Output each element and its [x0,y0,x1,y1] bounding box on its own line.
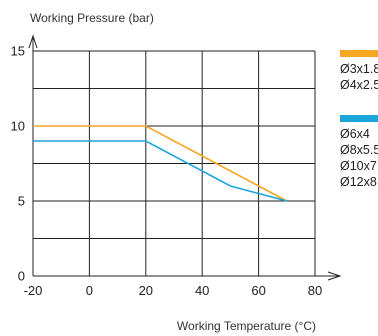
y-axis-arrow [28,34,38,49]
x-tick-label: 20 [139,283,153,298]
x-axis-title: Working Temperature (°C) [177,319,316,333]
legend-swatch-2 [340,115,378,122]
x-tick-label: 0 [86,283,93,298]
legend-label: Ø8x5.5 [340,143,378,157]
x-tick-label: 80 [308,283,322,298]
y-tick-label: 15 [11,44,25,59]
y-axis-title: Working Pressure (bar) [30,11,154,25]
legend-label: Ø4x2.5 [340,78,378,92]
x-axis-arrow [327,271,342,281]
y-tick-label: 0 [18,269,25,284]
y-tick-label: 10 [11,119,25,134]
series-line-2 [33,140,288,202]
y-tick-label: 5 [18,194,25,209]
series-lines [33,125,288,202]
legend-swatch-1 [340,50,378,57]
legend-label: Ø6x4 [340,127,370,141]
axes [28,34,342,281]
legend-label: Ø12x8 [340,175,377,189]
x-tick-label: 60 [251,283,265,298]
grid [33,50,316,276]
legend-label: Ø3x1.8 [340,62,378,76]
x-tick-label: 40 [195,283,209,298]
x-tick-label: -20 [24,283,43,298]
legend-label: Ø10x7 [340,159,377,173]
legend: Ø3x1.8 Ø4x2.5 Ø6x4 Ø8x5.5 Ø10x7 Ø12x8 [340,50,378,189]
series-line-1 [33,125,288,202]
